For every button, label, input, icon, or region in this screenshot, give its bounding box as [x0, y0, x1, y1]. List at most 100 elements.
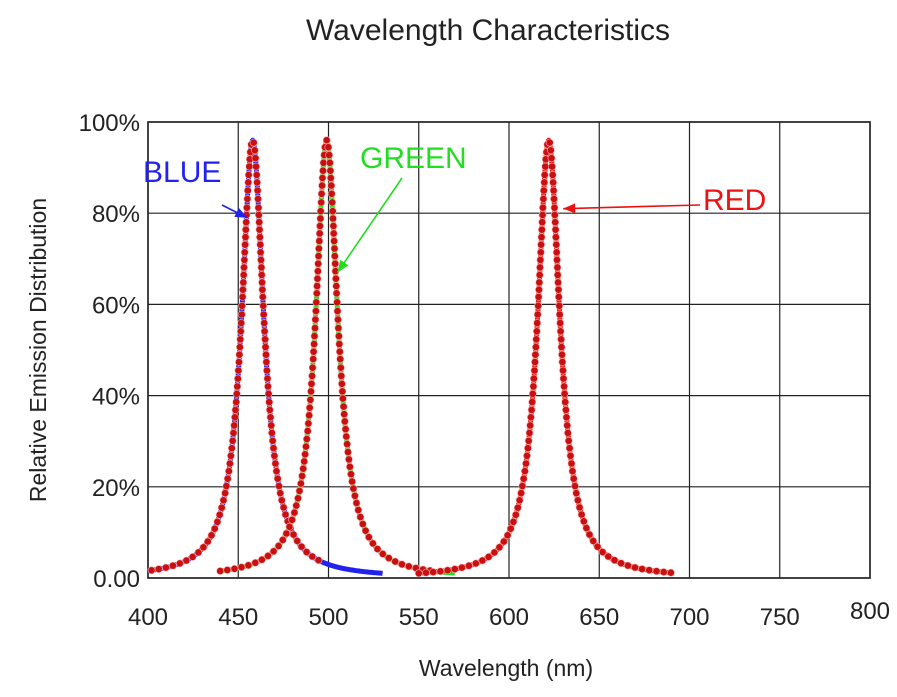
series-point [550, 194, 558, 203]
series-point [562, 405, 570, 414]
series-point [219, 496, 228, 505]
series-point [551, 218, 560, 227]
series-point [241, 233, 250, 242]
series-point [329, 214, 337, 223]
series-point [296, 479, 305, 488]
series-point [546, 146, 555, 155]
series-point [356, 513, 365, 521]
series-point [560, 382, 568, 391]
series-point [230, 413, 239, 422]
series-point [267, 428, 276, 437]
series-point [254, 210, 263, 219]
series-point [334, 332, 343, 340]
series-point [213, 517, 222, 526]
series-point [478, 556, 487, 565]
series-point [464, 561, 473, 570]
series-point [531, 350, 540, 359]
chart-title: Wavelength Characteristics [306, 14, 670, 47]
series-point [533, 319, 542, 327]
series-point [269, 444, 278, 453]
series-point [266, 413, 275, 422]
series-point [378, 550, 387, 558]
series-point [265, 398, 274, 406]
series-point [251, 558, 260, 567]
series-point [239, 278, 248, 287]
series-point [645, 566, 654, 575]
series-point [264, 382, 272, 391]
series-point [255, 218, 264, 227]
series-point [556, 319, 565, 327]
series-point [564, 428, 572, 437]
series-point [277, 496, 286, 505]
series-point [307, 379, 316, 388]
series-point [557, 335, 565, 344]
series-point [593, 542, 602, 551]
series-point [457, 563, 466, 572]
series-point [361, 526, 370, 535]
series-point [194, 548, 203, 557]
series-point [522, 459, 530, 468]
series-point [404, 562, 413, 571]
series-point [564, 436, 573, 445]
series-point [168, 561, 177, 570]
series-point [302, 442, 310, 451]
series-point [268, 436, 277, 445]
series-point [237, 319, 246, 327]
series-point [534, 292, 543, 301]
series-point [537, 240, 545, 249]
series-point [254, 203, 263, 212]
series-point [273, 474, 282, 483]
series-point [549, 178, 557, 187]
series-point [312, 289, 321, 298]
series-point [314, 556, 323, 565]
series-point [252, 170, 261, 179]
series-point [315, 237, 324, 245]
series-point [325, 158, 334, 167]
series-point [258, 292, 267, 301]
series-point [558, 358, 567, 366]
series-point [301, 450, 309, 459]
series-point [260, 319, 269, 327]
series-point [553, 255, 561, 264]
series-point [263, 374, 272, 383]
series-point [313, 274, 322, 283]
series-point [224, 467, 233, 476]
series-point [312, 298, 321, 307]
series-point [652, 567, 661, 576]
series-point [490, 548, 499, 557]
series-point [541, 162, 550, 171]
series-point [262, 358, 271, 366]
series-point [527, 405, 536, 414]
series-point [235, 343, 244, 351]
series-point [316, 221, 324, 230]
series-point [235, 350, 244, 359]
series-point [558, 350, 566, 359]
x-axis-label: Wavelength (nm) [419, 655, 593, 681]
series-point [515, 496, 524, 505]
series-point [252, 162, 260, 171]
series-point [567, 459, 576, 468]
series-point [335, 347, 344, 356]
series-point [315, 229, 324, 238]
series-point [397, 560, 406, 569]
series-markers-blue [147, 138, 323, 575]
series-point [526, 421, 535, 430]
annotation-arrow-red [563, 204, 701, 210]
series-point [240, 248, 249, 257]
series-point [326, 173, 335, 182]
x-tick-label: 550 [399, 604, 439, 631]
x-tick-label: 700 [669, 604, 709, 631]
series-point [336, 363, 345, 372]
annotation-label-blue: BLUE [143, 156, 221, 189]
series-point [484, 553, 493, 561]
series-point [604, 552, 613, 561]
series-point [547, 154, 556, 163]
series-point [350, 491, 359, 500]
series-point [549, 186, 558, 195]
series-point [565, 444, 574, 453]
series-point [313, 267, 322, 276]
series-point [553, 270, 562, 279]
series-point [517, 489, 525, 498]
series-point [255, 225, 264, 234]
series-point [384, 554, 393, 562]
